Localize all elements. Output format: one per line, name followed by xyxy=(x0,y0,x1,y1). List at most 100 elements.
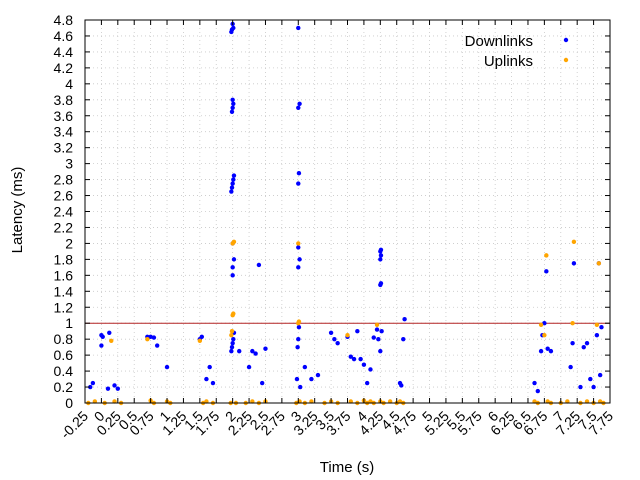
downlinks-point xyxy=(378,247,384,252)
downlinks-point xyxy=(584,340,590,346)
y-tick-label: 3 xyxy=(65,156,73,172)
legend-marker-downlinks xyxy=(563,37,569,43)
y-tick-label: 2.8 xyxy=(54,172,74,188)
downlinks-point xyxy=(378,257,383,262)
uplinks-point xyxy=(296,319,302,324)
downlinks-point xyxy=(351,356,357,362)
downlinks-point xyxy=(532,380,537,386)
y-tick-label: 4.6 xyxy=(54,28,74,44)
downlinks-point xyxy=(376,336,381,342)
downlinks-point xyxy=(315,372,321,378)
y-tick-label: 1.6 xyxy=(54,267,74,283)
downlinks-point xyxy=(148,334,153,339)
downlinks-point xyxy=(295,344,300,350)
downlinks-point xyxy=(231,101,236,106)
downlinks-point xyxy=(230,265,235,270)
downlinks-point xyxy=(296,245,301,250)
downlinks-point xyxy=(296,105,301,110)
downlinks-point xyxy=(374,327,380,332)
y-tick-label: 0.8 xyxy=(54,331,74,347)
downlinks-point xyxy=(253,351,258,356)
downlinks-point xyxy=(309,376,314,382)
downlinks-point xyxy=(231,177,236,182)
downlinks-point xyxy=(230,97,235,102)
downlinks-point xyxy=(597,372,603,378)
legend: Downlinks Uplinks xyxy=(465,33,569,70)
legend-label-uplinks: Uplinks xyxy=(484,53,533,70)
downlinks-point xyxy=(378,253,384,258)
downlinks-point xyxy=(571,261,577,266)
downlinks-point xyxy=(548,348,554,354)
downlinks-point xyxy=(588,376,593,382)
y-tick-label: 3.6 xyxy=(54,108,74,124)
downlinks-point xyxy=(297,101,302,106)
downlinks-point xyxy=(151,335,157,340)
y-tick-label: 2.2 xyxy=(54,219,74,235)
downlinks-point xyxy=(570,340,575,346)
uplinks-point xyxy=(109,338,114,343)
uplinks-point xyxy=(296,241,301,246)
y-tick-label: 2.4 xyxy=(54,204,74,220)
downlinks-point xyxy=(371,335,376,340)
y-tick-label: 1.4 xyxy=(54,283,74,299)
uplinks-point xyxy=(594,322,600,328)
downlinks-point xyxy=(302,364,308,370)
downlinks-point xyxy=(594,332,600,338)
downlinks-point xyxy=(230,181,235,186)
downlinks-point xyxy=(259,380,265,386)
series-downlinks xyxy=(88,21,604,394)
uplinks-point xyxy=(229,328,235,334)
downlinks-point xyxy=(578,384,583,390)
downlinks-point xyxy=(199,334,205,339)
uplinks-point xyxy=(570,321,575,326)
y-tick-label: 1.8 xyxy=(54,251,74,267)
downlinks-point xyxy=(545,346,550,351)
downlinks-point xyxy=(164,364,170,370)
y-tick-label: 0.6 xyxy=(54,347,74,363)
downlinks-point xyxy=(535,388,541,394)
downlinks-point xyxy=(231,25,236,31)
y-tick-label: 0.4 xyxy=(54,363,74,379)
y-tick-label: 4.8 xyxy=(54,12,74,28)
downlinks-point xyxy=(355,328,360,334)
y-tick-label: 3.4 xyxy=(54,124,74,140)
y-axis-title: Latency (ms) xyxy=(9,167,26,254)
plot-frame xyxy=(84,19,611,404)
uplinks-point xyxy=(231,311,236,316)
downlinks-point xyxy=(401,336,406,342)
downlinks-point xyxy=(296,171,302,176)
downlinks-point xyxy=(296,25,301,31)
downlinks-point xyxy=(399,383,404,388)
downlinks-point xyxy=(335,340,340,346)
uplinks-point xyxy=(544,253,549,258)
downlinks-point xyxy=(112,383,117,388)
uplinks-point xyxy=(538,322,544,328)
x-tick-label: -0.25 xyxy=(57,408,91,442)
downlinks-point xyxy=(105,386,111,391)
downlinks-point xyxy=(88,384,93,390)
downlinks-point xyxy=(207,364,212,370)
downlinks-point xyxy=(231,336,236,342)
y-tick-label: 1 xyxy=(65,315,73,331)
y-tick-label: 0.2 xyxy=(54,379,74,395)
downlinks-point xyxy=(368,367,373,372)
y-tick-label: 4 xyxy=(65,76,73,92)
downlinks-point xyxy=(99,343,104,348)
downlinks-point xyxy=(230,273,235,278)
downlinks-point xyxy=(296,181,301,186)
downlinks-point xyxy=(378,281,384,286)
downlinks-point xyxy=(379,328,384,334)
downlinks-point xyxy=(231,257,237,262)
y-tick-label: 4.4 xyxy=(54,44,74,60)
uplinks-point xyxy=(231,239,237,245)
x-axis-ticks: -0.25 00.250.50.75 11.251.51.75 22.252.52.7… xyxy=(57,20,616,442)
downlinks-point xyxy=(229,344,235,350)
grid-layer xyxy=(84,19,611,404)
y-tick-label: 2.6 xyxy=(54,188,74,204)
x-axis-title: Time (s) xyxy=(320,459,374,476)
uplinks-point xyxy=(345,332,350,338)
downlinks-point xyxy=(298,384,303,390)
downlinks-point xyxy=(348,354,353,359)
downlinks-point xyxy=(542,321,547,326)
downlinks-point xyxy=(210,380,216,386)
